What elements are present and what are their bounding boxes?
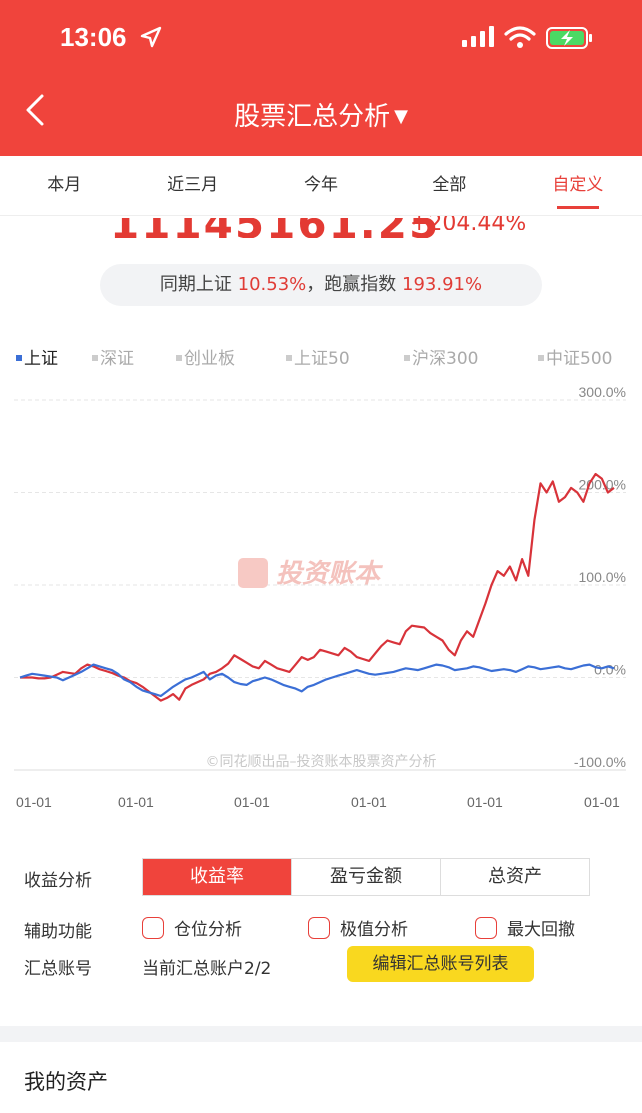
edit-account-list-button[interactable]: 编辑汇总账号列表 (347, 946, 534, 982)
return-chart[interactable]: 300.0%200.0%100.0%0.0%-100.0%01-01 01-01 0… (0, 380, 642, 820)
battery-charging-icon (546, 27, 592, 49)
current-account: 当前汇总账户2/2 (142, 959, 272, 979)
y-tick-label: -100.0% (574, 754, 626, 770)
account-label: 汇总账号 (24, 959, 92, 979)
status-time: 13:06 (60, 22, 127, 52)
legend-marker (404, 355, 410, 361)
my-assets-title: 我的资产 (24, 1070, 108, 1094)
page-title[interactable]: 股票汇总分析 ▼ (0, 96, 642, 133)
legend-label: 深证 (100, 349, 134, 369)
legend-marker (92, 355, 98, 361)
analysis-segmented-control: 收益率 盈亏金额 总资产 (142, 858, 590, 896)
checkbox-label: 极值分析 (340, 920, 408, 940)
x-tick-label: 01-01 (584, 794, 620, 810)
segment-return-rate[interactable]: 收益率 (143, 859, 291, 895)
legend-label: 创业板 (184, 349, 235, 369)
legend-marker (286, 355, 292, 361)
tab-custom[interactable]: 自定义 (514, 156, 642, 215)
legend-label: 上证50 (294, 349, 350, 369)
back-chevron-icon[interactable] (20, 92, 50, 132)
x-tick-label: 01-01 (467, 794, 503, 810)
index-legend: 上证 深证 创业板 上证50 沪深300 中证500 (0, 344, 642, 370)
chart-credit: ©同花顺出品–投资账本股票资产分析 (206, 754, 437, 770)
aux-label: 辅助功能 (24, 922, 92, 942)
legend-label: 中证500 (546, 349, 613, 369)
y-tick-label: 100.0% (579, 569, 626, 585)
compare-mid: ，跑赢指数 (306, 274, 397, 295)
wifi-icon (504, 26, 536, 48)
legend-label: 沪深300 (412, 349, 479, 369)
legend-label: 上证 (24, 349, 58, 369)
series-line-shanghai (19, 663, 615, 698)
beat-index-pct: 193.91% (402, 274, 483, 295)
total-value: 11145161.25 (110, 199, 441, 248)
watermark-logo-icon (238, 558, 268, 588)
watermark-text: 投资账本 (276, 559, 384, 589)
checkbox-extreme-analysis[interactable]: 极值分析 (308, 915, 408, 940)
checkbox-max-drawdown[interactable]: 最大回撤 (475, 915, 575, 940)
compare-prefix: 同期上证 (159, 274, 232, 295)
checkbox-box[interactable] (475, 916, 497, 939)
index-comparison: 同期上证 10.53%，跑赢指数 193.91% (100, 264, 542, 306)
total-return-pct: +204.44% (410, 211, 527, 236)
tab-all[interactable]: 全部 (432, 175, 467, 195)
x-tick-label: 01-01 (16, 794, 52, 810)
analysis-label: 收益分析 (24, 871, 92, 891)
x-tick-label: 01-01 (118, 794, 154, 810)
period-tabs: 本月 近三月 今年 全部 自定义 (0, 156, 642, 216)
segment-total-assets[interactable]: 总资产 (440, 859, 589, 895)
legend-item-shenzhen[interactable]: 深证 (92, 344, 134, 369)
checkbox-box[interactable] (142, 916, 164, 939)
tab-last-three-months[interactable]: 近三月 (167, 175, 219, 195)
x-tick-label: 01-01 (351, 794, 387, 810)
legend-item-chinext[interactable]: 创业板 (176, 344, 235, 369)
legend-item-shanghai[interactable]: 上证 (16, 344, 58, 369)
checkbox-position-analysis[interactable]: 仓位分析 (142, 915, 242, 940)
index-return-pct: 10.53% (237, 274, 307, 295)
tab-this-month[interactable]: 本月 (47, 175, 82, 195)
legend-item-csi500[interactable]: 中证500 (538, 344, 612, 369)
signal-icon (462, 26, 494, 47)
legend-marker (538, 355, 544, 361)
dropdown-triangle-icon: ▼ (394, 106, 408, 127)
page-title-text: 股票汇总分析 (234, 102, 391, 132)
checkbox-label: 仓位分析 (174, 920, 242, 940)
location-icon (140, 26, 162, 48)
checkbox-label: 最大回撤 (507, 920, 575, 940)
x-tick-label: 01-01 (234, 794, 270, 810)
tab-this-year[interactable]: 今年 (304, 175, 339, 195)
app-header: 13:06 股票汇总分析 ▼ (0, 0, 642, 156)
checkbox-box[interactable] (308, 916, 330, 939)
y-tick-label: 300.0% (579, 384, 626, 400)
legend-item-csi300[interactable]: 沪深300 (404, 344, 478, 369)
section-divider (0, 1026, 642, 1042)
y-tick-label: 0.0% (594, 662, 626, 678)
legend-marker (16, 355, 22, 361)
legend-marker (176, 355, 182, 361)
legend-item-sse50[interactable]: 上证50 (286, 344, 350, 369)
segment-profit-amount[interactable]: 盈亏金额 (291, 859, 440, 895)
